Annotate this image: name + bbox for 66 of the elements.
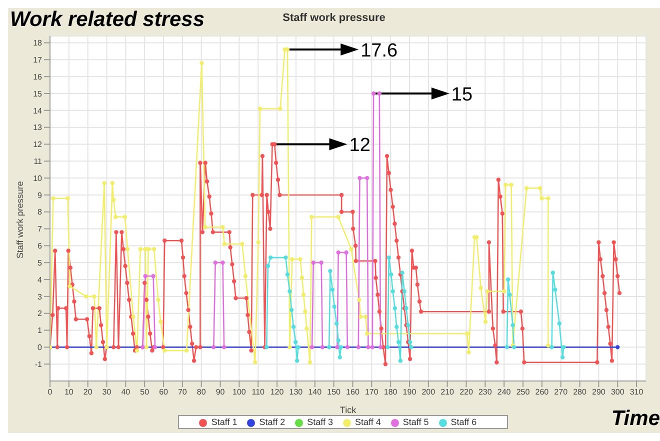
annotation: 17.6 [360,40,398,62]
x-tick-label: 100 [232,388,246,397]
x-tick-label: 260 [535,388,550,397]
text: Work related stress [10,8,205,32]
legend-label: Staff 5 [402,417,429,427]
x-tick-label: 50 [140,388,150,397]
y-tick-label: 13 [33,123,43,132]
y-tick-label: 14 [33,106,43,116]
x-tick-label: 200 [422,388,436,397]
y-tick-label: 12 [33,140,43,150]
x-tick-label: 270 [554,388,568,397]
y-axis-title: Staff work pressure [15,181,26,258]
y-tick-label: -1 [34,360,43,369]
x-tick-label: 130 [289,388,304,397]
x-tick-label: 140 [308,388,322,397]
y-tick-label: 2 [38,309,43,318]
y-tick-label: 3 [38,292,43,302]
x-tick-label: 10 [64,388,74,397]
y-tick-label: 0 [38,343,43,352]
y-tick-label: 18 [33,38,43,48]
y-tick-label: 10 [33,174,43,183]
x-tick-label: 250 [516,388,530,397]
x-tick-label: 40 [121,388,131,397]
y-tick-label: 7 [38,224,43,234]
x-tick-label: 150 [327,388,342,397]
x-tick-label: 170 [364,388,379,397]
y-tick-label: 15 [33,89,43,98]
x-tick-label: 160 [346,388,360,397]
x-tick-label: 230 [478,388,492,397]
x-tick-label: 30 [102,388,112,397]
legend-label: Staff 6 [450,417,477,427]
x-tick-label: 290 [592,388,606,397]
x-tick-label: 280 [573,388,587,397]
x-tick-label: 90 [216,388,226,397]
x-tick-label: 60 [159,388,169,397]
x-tick-label: 240 [497,388,512,397]
legend-label: Staff 2 [259,417,286,427]
x-axis-title: Tick [340,405,357,415]
x-tick-label: 300 [610,388,625,397]
x-tick-label: 70 [178,388,188,397]
x-tick-label: 210 [440,388,455,397]
x-tick-label: 220 [460,388,474,397]
y-tick-label: 11 [34,156,43,166]
y-tick-label: 9 [38,190,43,200]
legend-label: Staff 4 [355,417,381,427]
y-tick-label: 16 [33,72,43,82]
x-tick-label: 120 [270,388,284,397]
y-tick-label: 5 [38,258,43,268]
legend-label: Staff 3 [307,417,333,427]
x-tick-label: 310 [630,388,644,397]
chart-title: Staff work pressure [282,12,386,24]
text: Time [611,407,660,431]
x-tick-label: 110 [252,388,266,397]
x-tick-label: 180 [384,388,398,397]
x-tick-label: 190 [402,388,417,397]
y-tick-label: 17 [33,56,43,65]
y-tick-label: 8 [38,208,43,217]
y-tick-label: 4 [38,275,43,284]
x-tick-label: 20 [83,388,93,397]
legend-label: Staff 1 [211,417,238,427]
x-tick-label: 0 [48,388,53,397]
annotation: 12 [349,135,370,156]
annotation: 15 [451,84,473,106]
y-tick-label: 1 [38,326,43,336]
x-tick-label: 80 [196,388,206,397]
y-tick-label: 6 [38,242,43,251]
